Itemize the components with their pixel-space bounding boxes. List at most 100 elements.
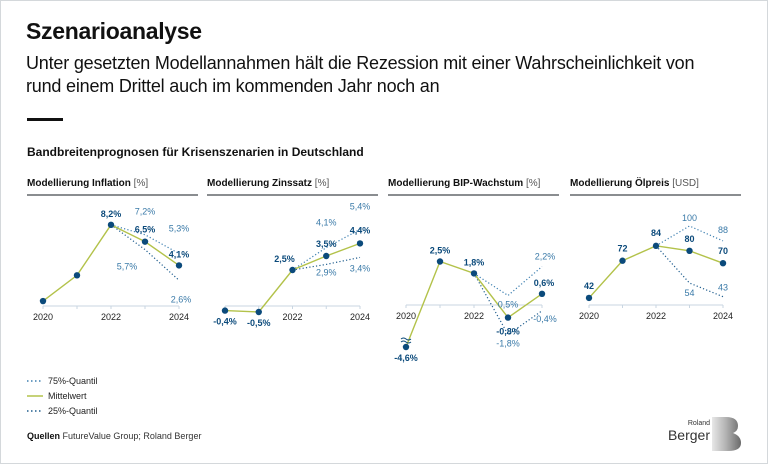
data-label-mean: 72 <box>617 244 627 254</box>
x-tick-label: 2020 <box>396 311 416 321</box>
data-label-mean: 6,5% <box>135 225 156 235</box>
data-label-mean: 2,5% <box>274 254 295 264</box>
data-label-mean: 1,8% <box>464 257 485 267</box>
data-label-q25: 3,4% <box>350 263 371 273</box>
data-label-q75: 5,3% <box>169 224 190 234</box>
panel-title-oelpreis: Modellierung Ölpreis [USD] <box>570 178 741 196</box>
dotted-line-icon <box>27 409 43 412</box>
data-point <box>255 308 262 316</box>
legend-item-mean: Mittelwert <box>27 388 98 403</box>
data-label-q25: 2,6% <box>171 294 192 304</box>
source-label: Quellen <box>27 431 61 441</box>
data-label-mean: 70 <box>718 246 728 256</box>
x-tick-label: 2022 <box>101 312 121 322</box>
data-label-mean: 4,1% <box>169 249 190 259</box>
data-point <box>73 272 81 279</box>
data-point <box>652 242 660 250</box>
legend-item-q25: 25%-Quantil <box>27 403 98 418</box>
panel-title-text: Modellierung Inflation <box>27 178 131 189</box>
data-point <box>39 297 47 305</box>
data-label-q25: 2,9% <box>316 267 337 277</box>
data-point <box>402 343 410 351</box>
legend: 75%-Quantil Mittelwert 25%-Quantil <box>27 373 98 418</box>
series-line-mean <box>42 223 180 302</box>
data-label-mean: -4,6% <box>394 353 418 363</box>
series-line-mean <box>588 245 724 299</box>
data-point <box>107 221 115 229</box>
data-point <box>221 307 229 314</box>
data-label-q25: -0,4% <box>533 314 557 324</box>
series-line-q25 <box>292 256 361 271</box>
data-label-q75: 4,1% <box>316 218 337 228</box>
panel-unit: [%] <box>133 178 149 189</box>
panel-unit: [%] <box>314 178 330 189</box>
data-label-q75: 7,2% <box>135 207 156 217</box>
series-line-q75 <box>110 224 180 255</box>
data-point <box>504 314 512 321</box>
solid-line-icon <box>27 394 43 397</box>
data-label-q75: 0,5% <box>498 300 519 310</box>
x-tick-label: 2022 <box>464 311 484 321</box>
data-label-q75: 100 <box>682 213 697 223</box>
data-point <box>289 266 296 274</box>
data-label-mean: 4,4% <box>350 225 371 235</box>
data-label-q75: 2,2% <box>535 252 556 262</box>
panel-title-text: Modellierung BIP-Wachstum <box>388 178 524 189</box>
panel-title-text: Modellierung Zinssatz <box>207 178 313 189</box>
x-tick-label: 2024 <box>713 311 733 321</box>
page-title: Szenarioanalyse <box>26 18 202 44</box>
data-label-q25: 43 <box>718 283 728 293</box>
dotted-line-icon <box>27 379 43 382</box>
legend-label: Mittelwert <box>48 390 87 401</box>
data-label-mean: 84 <box>651 228 661 238</box>
data-label-mean: 8,2% <box>101 209 122 219</box>
axis-break-icon <box>400 340 412 344</box>
data-label-q75: 88 <box>718 225 728 235</box>
panel-title-inflation: Modellierung Inflation [%] <box>27 178 198 196</box>
data-label-q25: 5,7% <box>117 262 138 272</box>
legend-label: 25%-Quantil <box>48 405 98 416</box>
data-point <box>538 290 546 297</box>
logo-text-small: Roland <box>687 420 710 427</box>
panel-unit: [USD] <box>672 178 699 189</box>
data-label-mean: 2,5% <box>430 246 451 256</box>
x-tick-label: 2022 <box>646 311 666 321</box>
source-text: FutureValue Group; Roland Berger <box>62 431 202 441</box>
data-point <box>436 258 444 265</box>
logo-b-icon <box>712 417 741 451</box>
x-tick-label: 2024 <box>350 312 370 322</box>
section-title: Bandbreitenprognosen für Krisenszenarien… <box>27 145 364 159</box>
panel-title-text: Modellierung Ölpreis <box>570 178 670 189</box>
data-label-mean: 80 <box>684 234 694 244</box>
x-tick-label: 2020 <box>33 312 53 322</box>
data-point <box>470 270 478 277</box>
x-tick-label: 2022 <box>282 312 302 322</box>
data-point <box>356 240 364 247</box>
data-label-mean: -0,8% <box>496 327 520 337</box>
axis-break-icon <box>400 337 412 341</box>
data-label-q75: 5,4% <box>350 201 371 211</box>
data-label-mean: 0,6% <box>534 278 555 288</box>
data-label-q25: -1,8% <box>496 339 520 349</box>
data-point <box>585 294 593 302</box>
x-tick-label: 2020 <box>579 311 599 321</box>
data-point <box>686 247 693 254</box>
data-label-q25: 54 <box>684 288 694 298</box>
source-note: Quellen FutureValue Group; Roland Berger <box>27 431 201 441</box>
x-tick-label: 2024 <box>169 312 189 322</box>
roland-berger-logo: Roland Berger <box>668 415 744 451</box>
data-point <box>141 238 149 245</box>
logo-text-big: Berger <box>667 427 710 443</box>
legend-label: 75%-Quantil <box>48 375 98 386</box>
panel-unit: [%] <box>525 178 541 189</box>
data-label-mean: -0,5% <box>247 318 271 328</box>
series-line-q25 <box>110 224 180 281</box>
data-label-mean: -0,4% <box>213 317 237 327</box>
data-label-mean: 42 <box>584 281 594 291</box>
panel-title-bip: Modellierung BIP-Wachstum [%] <box>388 178 559 196</box>
title-divider <box>27 118 63 121</box>
data-point <box>719 260 727 267</box>
data-label-mean: 3,5% <box>316 239 337 249</box>
panel-title-zinssatz: Modellierung Zinssatz [%] <box>207 178 378 196</box>
